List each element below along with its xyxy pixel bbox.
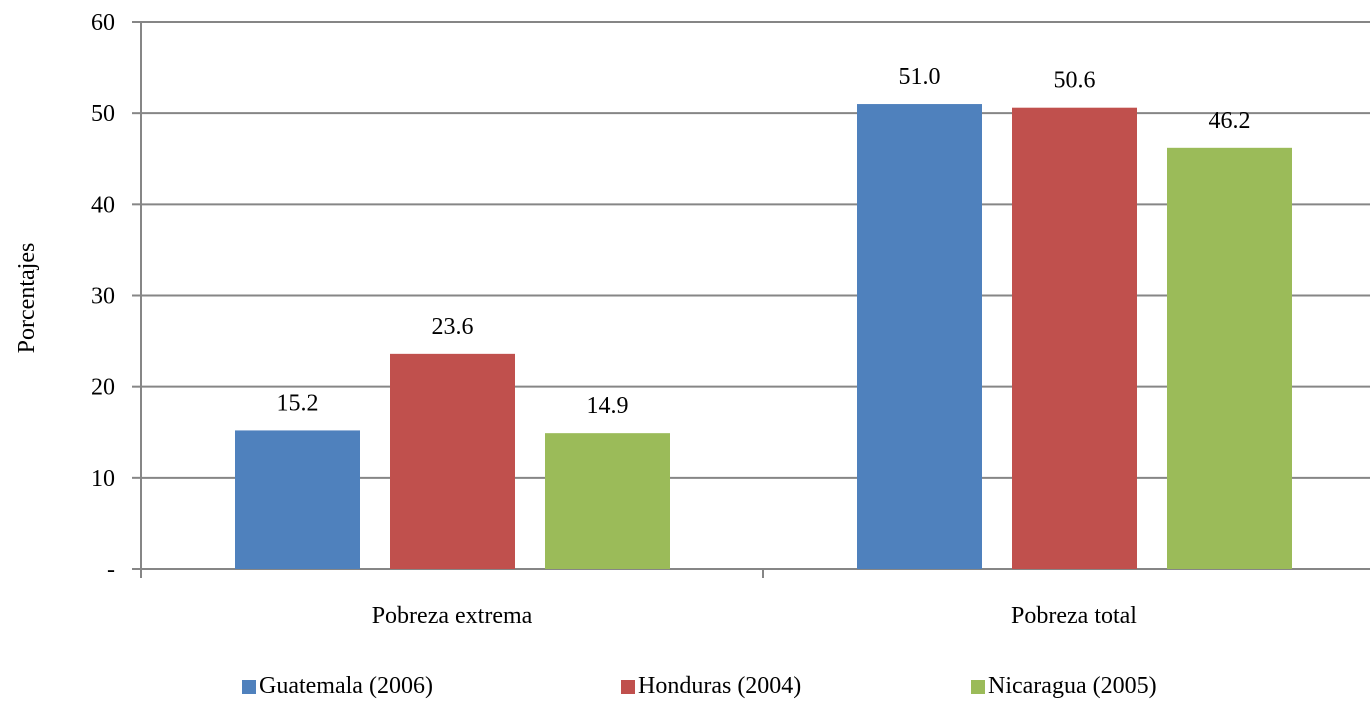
y-tick-label: 40 <box>91 192 115 218</box>
bar <box>545 433 670 569</box>
legend-label: Honduras (2004) <box>638 673 802 699</box>
data-label: 46.2 <box>1209 108 1251 134</box>
y-tick-label: 30 <box>91 284 115 310</box>
y-tick-label: 20 <box>91 375 115 401</box>
bar <box>857 104 982 570</box>
legend-label: Guatemala (2006) <box>259 673 433 699</box>
legend-swatch <box>621 679 635 694</box>
y-tick-label: 50 <box>91 101 115 127</box>
legend-label: Nicaragua (2005) <box>988 673 1157 699</box>
legend: Guatemala (2006) Honduras (2004) Nicaragua… <box>0 673 1370 701</box>
legend-item: Nicaragua (2005) <box>971 673 1157 700</box>
data-label: 14.9 <box>587 393 629 419</box>
legend-item: Honduras (2004) <box>621 673 801 700</box>
legend-item: Guatemala (2006) <box>242 673 433 700</box>
tick-labels: - 10 20 30 40 50 60 Pobreza extrema Pobreza tota… <box>91 10 1137 629</box>
y-tick-label: 60 <box>91 10 115 36</box>
x-tick-label: Pobreza total <box>1011 603 1137 629</box>
data-label: 23.6 <box>432 314 474 340</box>
bar <box>1012 107 1137 570</box>
bar <box>390 353 515 569</box>
data-labels: 15.2 51.0 23.6 50.6 14.9 46.2 <box>277 64 1251 419</box>
data-label: 15.2 <box>277 390 319 416</box>
legend-swatch <box>242 679 256 694</box>
bar <box>1167 147 1292 569</box>
data-label: 51.0 <box>899 64 941 90</box>
bars <box>235 104 1292 570</box>
bar <box>235 430 360 569</box>
y-tick-label: - <box>107 557 115 583</box>
gridlines <box>141 21 1370 479</box>
y-tick-label: 10 <box>91 466 115 492</box>
y-axis-label: Porcentajes <box>14 243 40 354</box>
legend-swatch <box>971 679 985 694</box>
x-tick-label: Pobreza extrema <box>372 603 533 629</box>
data-label: 50.6 <box>1054 68 1096 94</box>
